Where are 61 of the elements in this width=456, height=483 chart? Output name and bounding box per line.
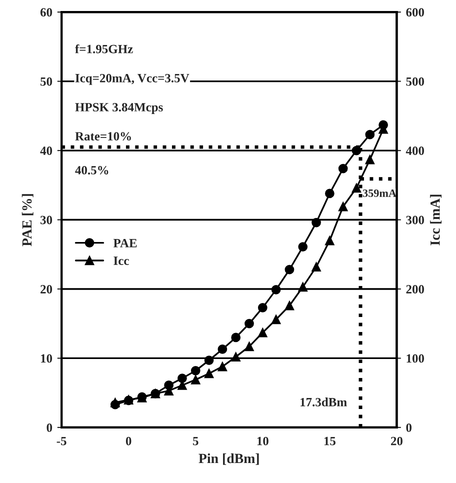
annotation: HPSK 3.84Mcps	[75, 103, 163, 114]
y2-tick-label: 300	[406, 216, 424, 224]
point	[284, 264, 294, 274]
x-tick-label: 0	[126, 436, 132, 446]
point	[325, 188, 334, 198]
y-tick-label: 10	[41, 354, 52, 363]
y-tick-label: 40	[40, 146, 52, 155]
x-tick-label: 10	[257, 436, 268, 446]
point	[338, 164, 348, 174]
legend-label: Icc	[114, 256, 129, 265]
point	[164, 380, 174, 390]
ref-line-label: 17.3dBm	[300, 398, 347, 406]
point	[190, 366, 200, 376]
point	[231, 332, 241, 342]
y2-tick-label: 400	[406, 146, 424, 155]
point	[150, 388, 160, 398]
point	[284, 300, 294, 310]
x-tick-label: 15	[324, 436, 336, 446]
point	[271, 314, 281, 324]
y2-tick-label: 500	[406, 77, 424, 86]
point	[190, 375, 200, 384]
point	[365, 130, 375, 140]
point	[312, 218, 321, 228]
point	[378, 120, 388, 130]
y2-tick-label: 0	[406, 423, 412, 432]
y-tick-label: 20	[40, 285, 52, 294]
point	[110, 400, 120, 410]
point	[244, 342, 254, 352]
y2-tick-label: 200	[406, 285, 424, 294]
y-axis-title: PAE [%]	[22, 194, 34, 246]
point	[178, 374, 187, 383]
point	[365, 154, 375, 164]
y-tick-label: 30	[40, 216, 52, 224]
point	[258, 303, 268, 312]
point	[325, 236, 334, 246]
x-tick-label: 20	[390, 436, 402, 446]
annotation: f=1.95GHz	[75, 44, 133, 54]
point	[204, 368, 214, 378]
annotation: Icq=20mA, Vcc=3.5V	[75, 74, 190, 85]
point	[204, 356, 214, 365]
point	[218, 344, 228, 354]
y-tick-label: 0	[46, 423, 52, 432]
point	[338, 202, 348, 212]
point	[312, 262, 321, 272]
annotation: Rate=10%	[75, 132, 131, 141]
y-tick-label: 60	[40, 8, 52, 17]
x-tick-label: 5	[193, 436, 198, 446]
point	[298, 242, 308, 252]
y2-tick-label: 600	[406, 8, 424, 17]
point	[244, 318, 254, 328]
ref-line-label: 40.5%	[75, 166, 108, 174]
y2-tick-label: 100	[406, 354, 424, 363]
y-tick-label: 50	[40, 77, 52, 86]
y2-axis-title: Icc [mA]	[430, 194, 442, 246]
legend-label: PAE	[113, 238, 137, 248]
point	[258, 328, 268, 338]
x-tick-label: -5	[56, 436, 66, 446]
point	[271, 285, 281, 294]
point	[352, 183, 362, 193]
x-axis-title: Pin [dBm]	[198, 453, 259, 465]
point	[218, 362, 228, 372]
